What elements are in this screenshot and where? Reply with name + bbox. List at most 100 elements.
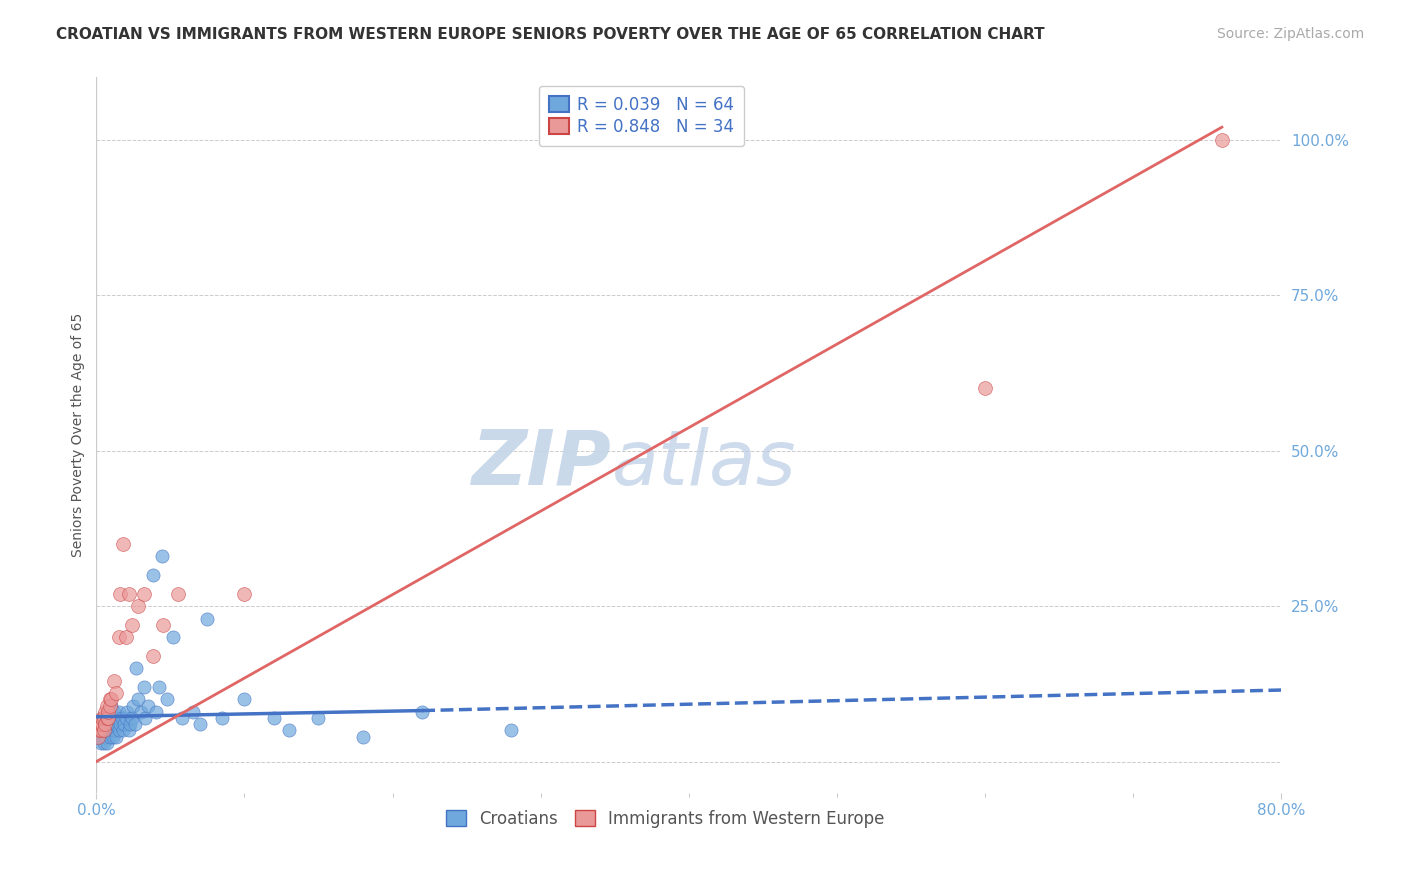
Point (103, 705, 125, 719)
Y-axis label: Seniors Poverty Over the Age of 65: Seniors Poverty Over the Age of 65 (72, 313, 86, 558)
Point (148, 680, 170, 694)
Point (93, 723, 115, 738)
Point (90, 717, 112, 731)
Point (89, 723, 111, 738)
Point (105, 711, 128, 725)
Point (96, 711, 118, 725)
Point (132, 587, 155, 601)
Point (100, 692, 122, 706)
Point (166, 587, 188, 601)
Point (90, 723, 112, 738)
Point (100, 698, 122, 713)
Point (129, 705, 152, 719)
Point (114, 717, 136, 731)
Point (93, 711, 115, 725)
Point (188, 717, 211, 731)
Point (117, 705, 139, 719)
Point (134, 711, 156, 725)
Point (98, 717, 121, 731)
Point (91, 711, 114, 725)
Point (90, 736, 112, 750)
Text: atlas: atlas (612, 426, 796, 500)
Point (121, 617, 143, 632)
Point (233, 692, 256, 706)
Point (263, 711, 285, 725)
Point (97, 705, 120, 719)
Point (107, 723, 129, 738)
Point (118, 723, 141, 738)
Point (94, 717, 117, 731)
Point (108, 587, 131, 601)
Point (233, 587, 256, 601)
Point (121, 711, 143, 725)
Point (101, 717, 124, 731)
Point (111, 723, 134, 738)
Point (89, 723, 111, 738)
Point (107, 630, 129, 644)
Point (1211, 133, 1233, 147)
Point (142, 568, 165, 582)
Point (499, 723, 522, 738)
Point (91, 711, 114, 725)
Point (104, 717, 127, 731)
Point (308, 711, 330, 725)
Point (107, 705, 129, 719)
Point (101, 730, 124, 744)
Point (87, 730, 110, 744)
Point (124, 717, 146, 731)
Point (162, 630, 184, 644)
Point (100, 711, 122, 725)
Point (98, 692, 121, 706)
Point (125, 661, 148, 675)
Point (87, 730, 110, 744)
Point (104, 730, 127, 744)
Point (86, 723, 108, 738)
Point (172, 711, 194, 725)
Point (91, 730, 114, 744)
Legend: Croatians, Immigrants from Western Europe: Croatians, Immigrants from Western Europ… (439, 803, 891, 834)
Point (97, 711, 120, 725)
Point (94, 705, 117, 719)
Point (89, 717, 111, 731)
Point (181, 705, 204, 719)
Point (98, 730, 121, 744)
Point (91, 717, 114, 731)
Point (104, 686, 127, 700)
Point (93, 723, 115, 738)
Point (152, 617, 174, 632)
Point (103, 673, 125, 688)
Point (98, 698, 121, 713)
Point (93, 736, 115, 750)
Point (111, 537, 134, 551)
Point (132, 680, 155, 694)
Point (150, 549, 173, 564)
Point (120, 717, 142, 731)
Point (96, 698, 118, 713)
Text: ZIP: ZIP (472, 426, 612, 500)
Point (115, 711, 138, 725)
Point (142, 648, 165, 663)
Point (277, 723, 299, 738)
Point (127, 692, 149, 706)
Point (197, 611, 219, 625)
Point (118, 587, 141, 601)
Point (411, 705, 433, 719)
Point (974, 381, 997, 395)
Point (352, 730, 374, 744)
Point (94, 717, 117, 731)
Point (122, 698, 145, 713)
Point (103, 723, 125, 738)
Point (96, 711, 118, 725)
Point (97, 705, 120, 719)
Point (90, 717, 112, 731)
Point (96, 736, 118, 750)
Point (127, 599, 149, 613)
Point (94, 730, 117, 744)
Point (108, 717, 131, 731)
Point (110, 711, 132, 725)
Point (136, 698, 159, 713)
Point (115, 630, 138, 644)
Point (156, 692, 179, 706)
Point (97, 723, 120, 738)
Text: Source: ZipAtlas.com: Source: ZipAtlas.com (1216, 27, 1364, 41)
